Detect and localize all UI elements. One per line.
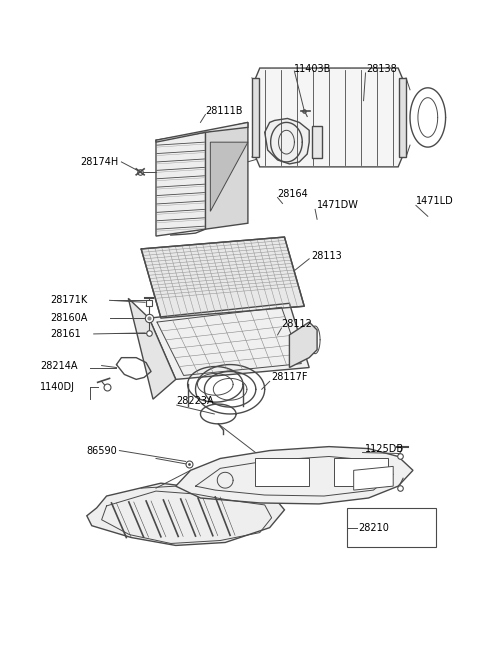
Text: 28160A: 28160A [50, 313, 87, 323]
Text: 28164: 28164 [277, 189, 308, 198]
Text: 28171K: 28171K [50, 295, 87, 305]
Polygon shape [289, 322, 317, 367]
Polygon shape [255, 458, 309, 486]
Text: 28113: 28113 [311, 251, 342, 261]
Polygon shape [334, 458, 388, 486]
Polygon shape [141, 237, 304, 318]
Polygon shape [205, 122, 248, 229]
Polygon shape [255, 68, 403, 167]
Text: 1471LD: 1471LD [416, 196, 454, 206]
Text: 28138: 28138 [367, 64, 397, 74]
Text: 28210: 28210 [359, 523, 389, 533]
Polygon shape [156, 122, 248, 142]
Text: 28223A: 28223A [177, 396, 215, 406]
Text: 28111B: 28111B [205, 105, 243, 115]
Text: 11403B: 11403B [294, 64, 332, 74]
Text: 1125DB: 1125DB [364, 443, 404, 453]
Polygon shape [264, 119, 309, 164]
Polygon shape [128, 298, 176, 399]
Polygon shape [210, 142, 248, 212]
Text: 28117F: 28117F [272, 373, 308, 383]
Polygon shape [312, 126, 322, 158]
Polygon shape [87, 483, 285, 546]
Text: 28161: 28161 [50, 329, 81, 339]
Text: 86590: 86590 [87, 445, 118, 456]
Bar [347, 508, 436, 548]
Text: 28214A: 28214A [40, 360, 78, 371]
Text: 1471DW: 1471DW [317, 200, 359, 210]
Text: 28112: 28112 [281, 319, 312, 329]
Polygon shape [399, 78, 406, 157]
Polygon shape [176, 447, 413, 504]
Polygon shape [149, 303, 309, 379]
Text: 28174H: 28174H [80, 157, 118, 167]
Text: 1140DJ: 1140DJ [40, 383, 75, 392]
Polygon shape [354, 466, 393, 490]
Polygon shape [252, 78, 259, 157]
Polygon shape [156, 132, 205, 236]
